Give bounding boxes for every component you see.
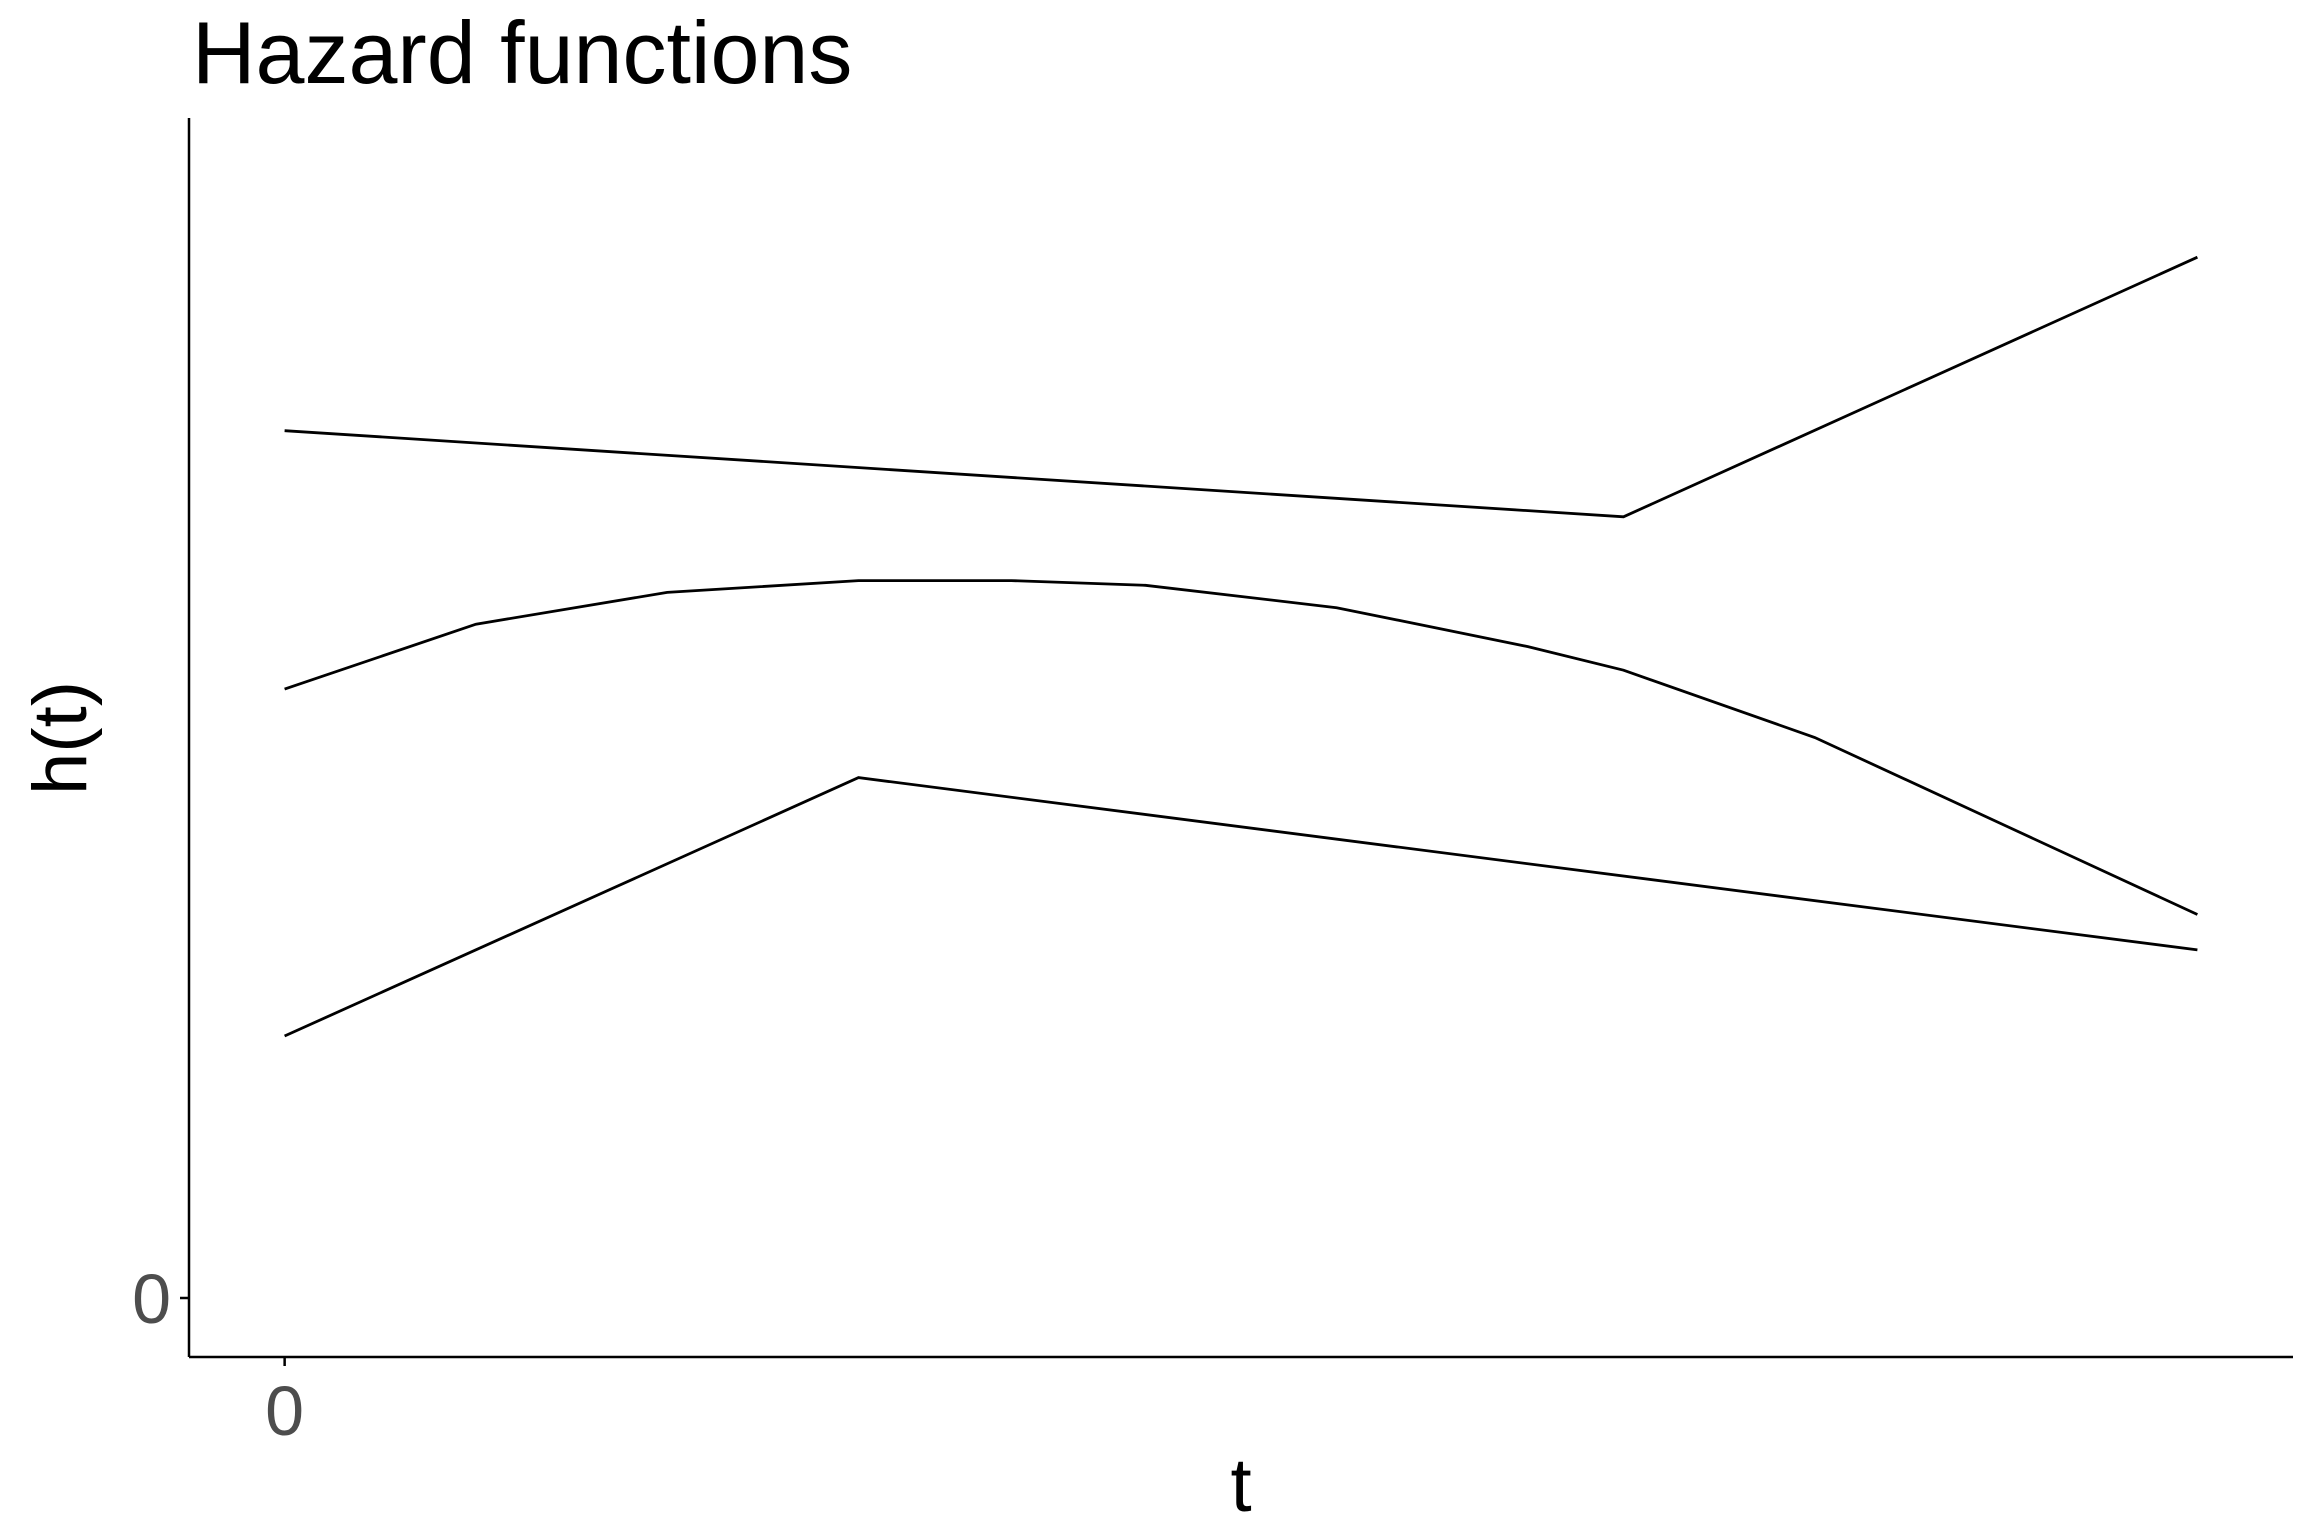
y-axis-label: h(t) <box>18 681 103 795</box>
x-tick-label-0: 0 <box>265 1372 304 1450</box>
chart-title: Hazard functions <box>192 3 852 102</box>
axes-layer: 00 <box>132 118 2293 1450</box>
series-layer <box>284 255 2198 1038</box>
series-line-3 <box>284 776 2198 1038</box>
series-line-1 <box>284 255 2198 519</box>
y-tick-label-0: 0 <box>132 1260 171 1338</box>
x-axis-label: t <box>1230 1443 1251 1528</box>
series-line-2 <box>284 579 2198 916</box>
